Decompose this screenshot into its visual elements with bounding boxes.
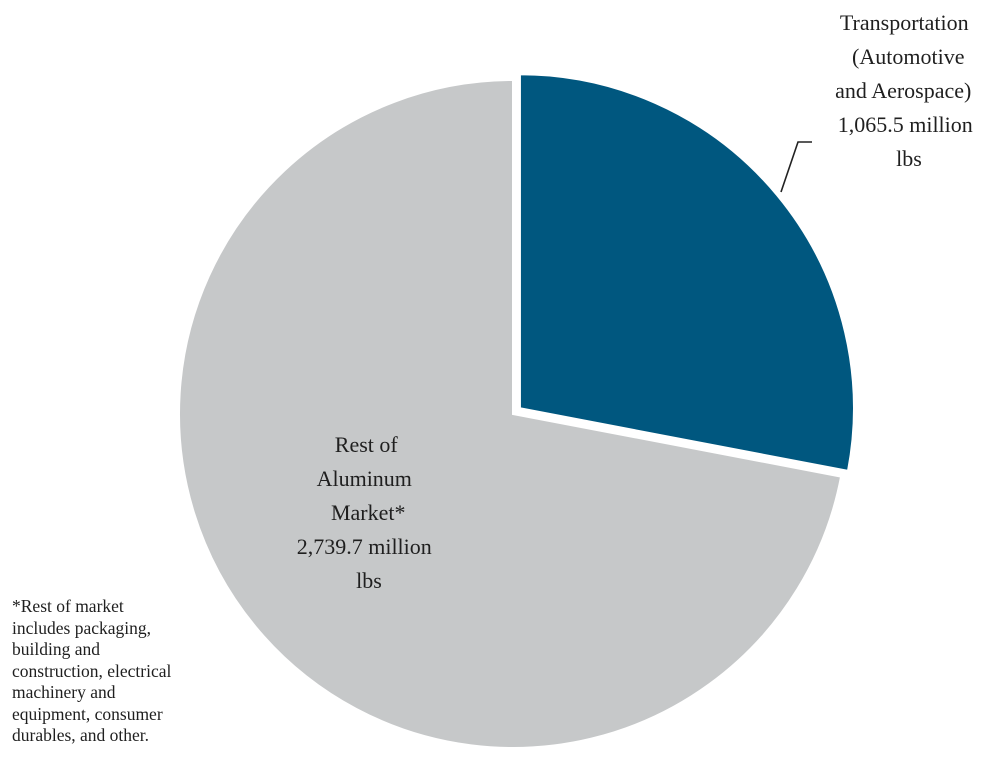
rest-label-line: Aluminum: [317, 466, 412, 491]
transportation-label-line: and Aerospace): [835, 78, 971, 103]
transportation-label: Transportation (Automotive and Aerospace…: [835, 10, 978, 171]
pie-slice-rest-of-market: [178, 78, 843, 749]
rest-label-line: Rest of: [335, 432, 399, 457]
rest-value-label: 2,739.7 million: [297, 534, 432, 559]
footnote-line: equipment, consumer: [12, 703, 163, 724]
transportation-label-line: (Automotive: [852, 44, 964, 69]
footnote: *Rest of market includes packaging, buil…: [12, 596, 252, 747]
rest-unit-label: lbs: [356, 568, 382, 593]
footnote-line: *Rest of market: [12, 596, 124, 616]
footnote-line: includes packaging,: [12, 617, 151, 638]
rest-of-market-label: Rest of Aluminum Market* 2,739.7 million…: [297, 432, 438, 593]
rest-label-line: Market*: [331, 500, 406, 525]
footnote-line: construction, electrical: [12, 660, 172, 681]
transportation-label-line: Transportation: [840, 10, 969, 35]
transportation-unit-label: lbs: [896, 146, 922, 171]
transportation-leader-line: [780, 141, 812, 193]
pie-slice-transportation: [518, 73, 855, 473]
transportation-value-label: 1,065.5 million: [838, 112, 973, 137]
footnote-line: building and: [12, 639, 100, 659]
pie-slices: [178, 73, 855, 749]
footnote-line: durables, and other.: [12, 725, 150, 745]
footnote-line: machinery and: [12, 682, 116, 702]
